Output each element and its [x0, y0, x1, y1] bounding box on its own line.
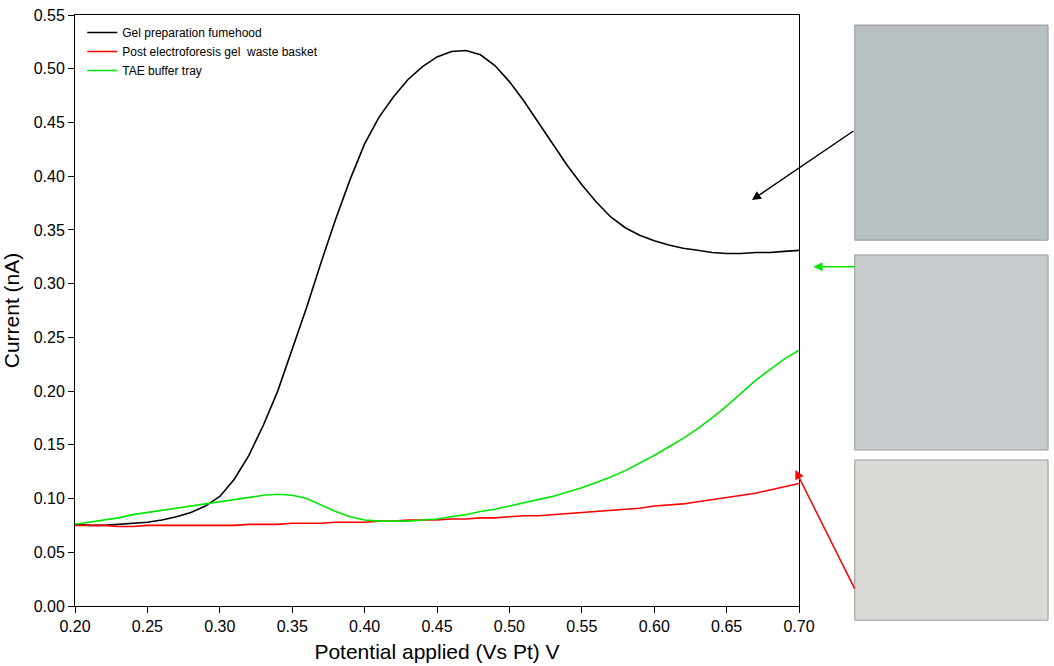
svg-text:TAE buffer tray: TAE buffer tray [122, 64, 202, 78]
svg-text:0.35: 0.35 [34, 222, 65, 239]
svg-text:0.20: 0.20 [59, 618, 90, 635]
svg-text:0.40: 0.40 [349, 618, 380, 635]
svg-text:0.45: 0.45 [421, 618, 452, 635]
svg-text:0.25: 0.25 [132, 618, 163, 635]
svg-text:0.15: 0.15 [34, 436, 65, 453]
svg-text:0.20: 0.20 [34, 383, 65, 400]
svg-text:0.00: 0.00 [34, 598, 65, 615]
svg-text:0.70: 0.70 [783, 618, 814, 635]
svg-text:0.05: 0.05 [34, 544, 65, 561]
svg-text:0.65: 0.65 [711, 618, 742, 635]
svg-text:0.25: 0.25 [34, 329, 65, 346]
svg-text:0.55: 0.55 [34, 7, 65, 24]
svg-text:0.30: 0.30 [204, 618, 235, 635]
svg-text:0.50: 0.50 [34, 60, 65, 77]
svg-text:Gel preparation fumehood: Gel preparation fumehood [122, 26, 261, 40]
svg-text:0.40: 0.40 [34, 168, 65, 185]
svg-text:0.55: 0.55 [566, 618, 597, 635]
svg-text:0.10: 0.10 [34, 490, 65, 507]
svg-text:0.60: 0.60 [639, 618, 670, 635]
svg-text:0.35: 0.35 [277, 618, 308, 635]
svg-text:Post electroforesis gel waste: Post electroforesis gel waste basket [122, 45, 317, 59]
svg-text:0.30: 0.30 [34, 275, 65, 292]
svg-text:Current (nA): Current (nA) [0, 253, 23, 369]
svg-text:0.50: 0.50 [494, 618, 525, 635]
svg-text:0.45: 0.45 [34, 114, 65, 131]
svg-text:Potential applied (Vs Pt) V: Potential applied (Vs Pt) V [314, 640, 559, 663]
